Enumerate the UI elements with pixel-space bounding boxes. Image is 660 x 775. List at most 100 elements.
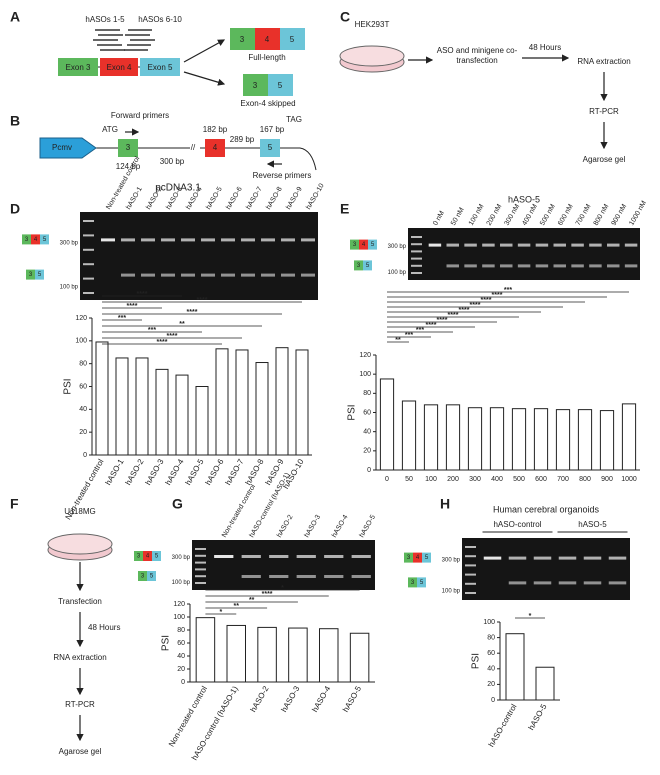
x-tick-label: hASO-2 [249,684,271,714]
dish [47,533,113,555]
vector-line [95,147,317,171]
significance-label: *** [148,327,156,334]
cell-line: U118MG [64,507,95,516]
dish [339,45,405,67]
exon-label: 4 [362,242,366,248]
gel-title: Human cerebral organoids [493,504,600,514]
y-axis-label: PSI [63,378,74,394]
gel-band [535,243,549,247]
exon-label: 5 [425,555,429,561]
ladder-band [83,277,94,280]
y-tick-label: 20 [363,448,371,455]
y-axis-label: PSI [347,404,358,420]
gel-band [624,264,638,268]
lane-label: 600 nM [557,203,575,227]
panel-letter: E [340,201,349,217]
gel-band [558,556,577,560]
significance-label: *** [118,315,126,322]
promoter [39,137,97,159]
exon-label: 3 [253,81,258,90]
significance-label: **** [137,291,148,298]
bar [379,378,395,471]
lane-label: 800 nM [593,203,611,227]
ladder-band [465,555,476,558]
y-tick-label: 100 [75,338,87,345]
ladder-band [465,573,476,576]
cell-line: HEK293T [355,20,390,29]
gel-band [607,243,620,247]
break: // [191,143,196,152]
gel-band [201,238,215,242]
bar [621,403,637,471]
ladder-band [465,582,476,585]
gel-band [571,243,584,247]
step: Agarose gel [59,747,102,756]
exon-icon [404,552,413,563]
gel-band [589,243,602,247]
gel-band [517,264,531,268]
gel-band [296,555,316,558]
exon-icon [31,234,40,245]
bar [195,617,216,683]
gel-band [446,243,459,247]
exon-icon [359,239,368,250]
ladder-band [411,264,422,267]
step: ASO and minigene co-transfection [436,46,518,65]
lane-label: hASO-7 [245,186,264,211]
x-tick-label: 300 [469,476,481,483]
gel-band [241,273,255,277]
exon [118,139,138,157]
gel-band [324,555,344,558]
y-tick-label: 60 [363,409,371,416]
y-tick-label: 40 [177,653,185,660]
significance-label: * [219,609,222,616]
exon-label: 4 [416,555,420,561]
size-label: 300 bp [160,157,185,166]
x-tick-label: 700 [557,476,569,483]
x-tick-label: hASO-5 [527,702,549,732]
lane-label: hASO-1 [125,186,144,211]
ladder-band [195,554,206,557]
y-axis-label: PSI [161,635,172,651]
significance-label: **** [127,303,138,310]
exon-label: 5 [420,580,424,586]
gel-band [508,581,527,585]
panel-letter: G [172,496,183,512]
interval: 48 Hours [88,623,120,632]
gel-band [624,243,638,247]
ladder-band [83,248,94,251]
ladder-band [411,250,422,253]
y-axis-label: PSI [471,653,482,669]
y-tick-label: 60 [79,383,87,390]
significance-label: **** [157,339,168,346]
bar [423,404,439,471]
y-tick-label: 120 [75,315,87,322]
x-tick-label: 200 [447,476,459,483]
marker-label: 100 bp [388,270,407,276]
gel-band [428,243,442,247]
exon [230,28,255,50]
bar [115,357,129,456]
start-label: ATG [102,125,118,134]
gel-band [500,264,513,268]
bar [349,632,370,683]
exon-icon [413,552,422,563]
ladder-band [83,263,94,266]
x-tick-label: 500 [513,476,525,483]
exon [100,58,138,76]
exon [260,139,280,157]
gel-band [446,264,459,268]
bar [467,407,483,471]
exon-label: 4 [213,143,218,152]
y-tick-label: 60 [487,650,495,657]
product-label: Full-length [248,53,285,62]
significance-label: **** [492,292,503,299]
significance-label: **** [470,302,481,309]
panel-letter: A [10,9,20,25]
exon-icon [354,260,363,271]
exon [58,58,98,76]
y-tick-label: 40 [487,666,495,673]
ladder-band [411,257,422,260]
ladder-band [411,243,422,246]
lane-label: hASO-6 [225,186,244,211]
